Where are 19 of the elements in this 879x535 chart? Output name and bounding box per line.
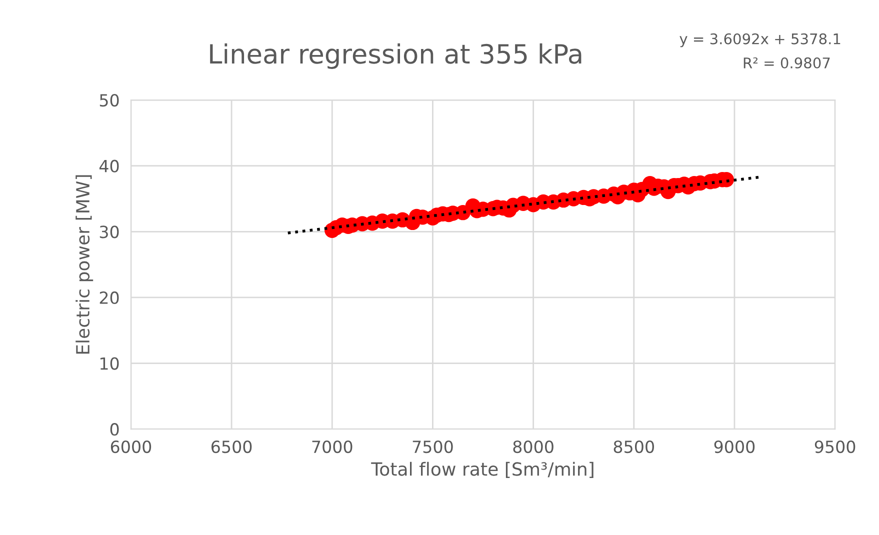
x-tick-label: 8000 [513, 440, 554, 454]
y-tick-label: 0 [110, 423, 119, 436]
chart-title: Linear regression at 355 kPa [210, 43, 582, 69]
x-tick-label: 6500 [212, 440, 252, 454]
x-axis-title: Total flow rate [Sm³/min] [371, 462, 594, 478]
x-tick-label: 7500 [412, 440, 453, 454]
y-tick-label: 20 [100, 291, 119, 304]
y-tick-label: 10 [100, 357, 119, 370]
x-tick-label: 8500 [614, 440, 654, 454]
text: R² = 0.9807 [744, 57, 830, 68]
text: y = 3.6092x + 5378.1 [680, 33, 840, 48]
y-tick-label: 50 [100, 94, 119, 107]
x-tick-label: 9500 [814, 440, 856, 454]
y-axis-title: Electric power [MW] [76, 175, 94, 354]
y-tick-label: 30 [100, 226, 119, 238]
x-tick-label: 9000 [714, 440, 755, 454]
x-tick-label: 7000 [312, 440, 352, 454]
y-tick-label: 40 [99, 160, 119, 172]
x-tick-label: 6000 [110, 440, 152, 454]
